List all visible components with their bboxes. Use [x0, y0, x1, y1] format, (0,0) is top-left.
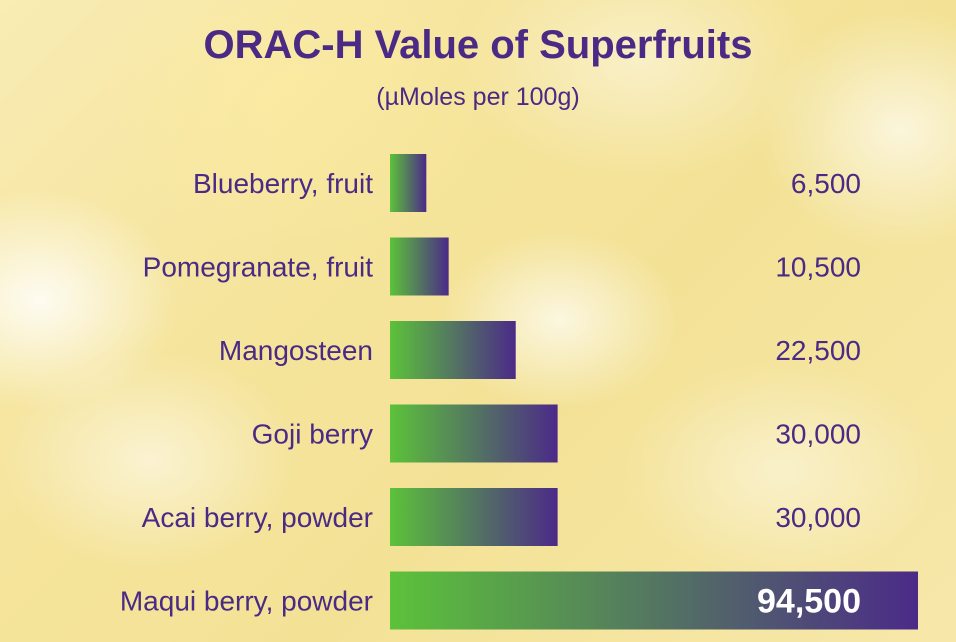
value-label: 30,000: [775, 502, 861, 533]
chart-subtitle: (µMoles per 100g): [376, 83, 579, 111]
category-label: Goji berry: [252, 419, 373, 450]
category-label: Blueberry, fruit: [193, 168, 373, 199]
bar: [390, 237, 449, 296]
category-label: Mangosteen: [219, 335, 373, 366]
category-label: Pomegranate, fruit: [143, 252, 374, 283]
value-label: 10,500: [775, 252, 861, 283]
bar: [390, 488, 558, 546]
bars-group: Blueberry, fruit 6,500 Pomegranate, fruit 1…: [120, 154, 918, 630]
bar: [390, 154, 427, 212]
value-label: 30,000: [775, 419, 861, 450]
chart-title: ORAC-H Value of Superfruits: [204, 23, 753, 67]
bar: [390, 571, 918, 630]
value-label: 94,500: [757, 583, 861, 621]
value-label: 22,500: [775, 335, 861, 366]
bar: [390, 321, 516, 379]
value-label: 6,500: [791, 168, 861, 199]
category-label: Acai berry, powder: [142, 502, 373, 533]
bar: [390, 404, 558, 463]
category-label: Maqui berry, powder: [120, 586, 373, 617]
